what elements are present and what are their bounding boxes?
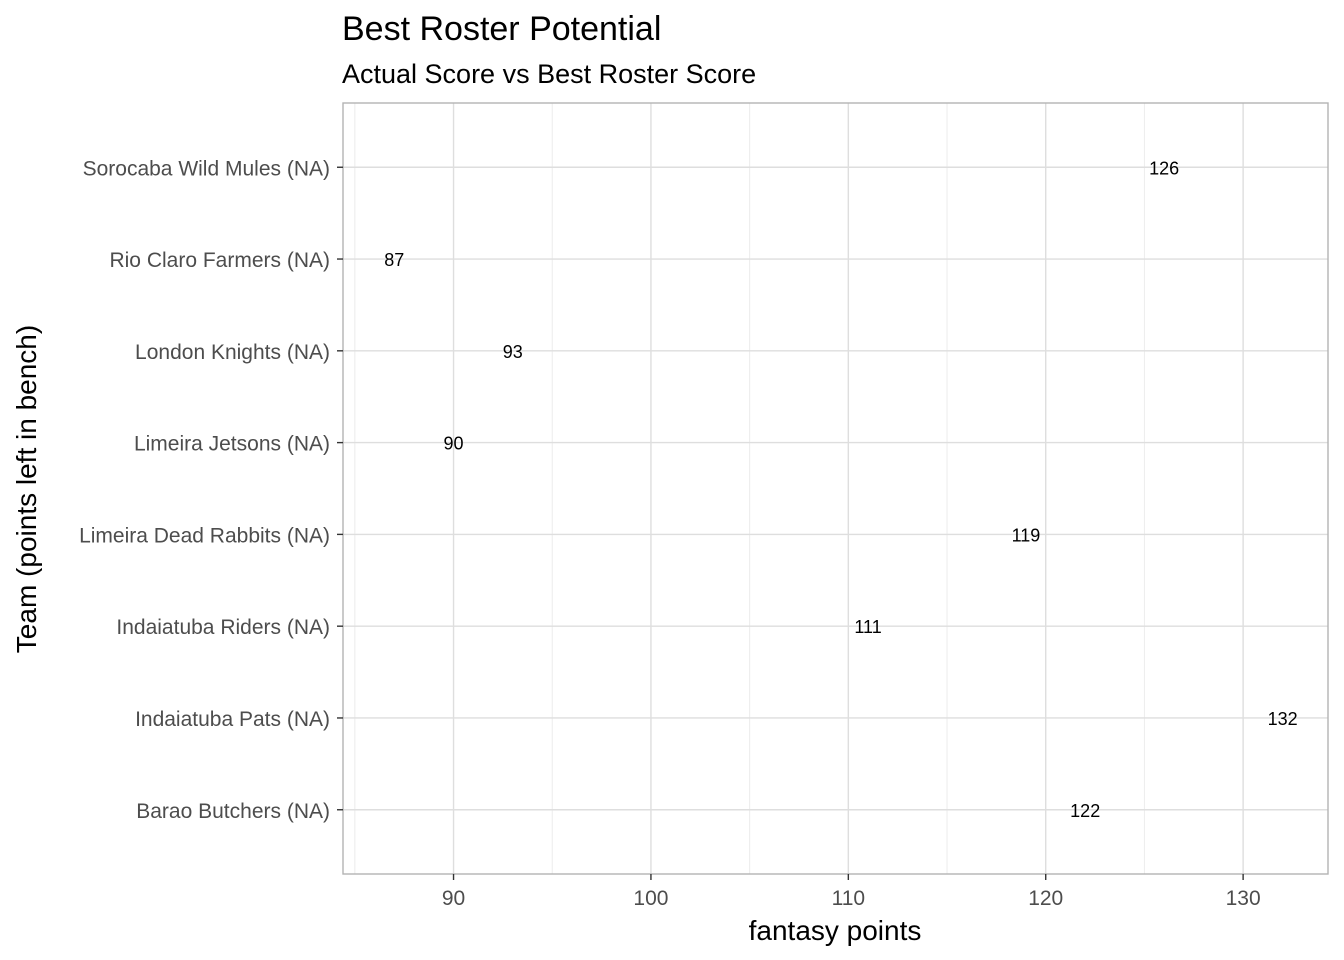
data-label: 122 xyxy=(1070,801,1100,821)
plot-panel: 90 100 110 120 130 Barao Butchers (NA) Indaiat… xyxy=(79,102,1329,910)
y-tick-label: Indaiatuba Riders (NA) xyxy=(116,616,330,639)
y-tick-label: Barao Butchers (NA) xyxy=(136,800,330,823)
x-tick-label: 100 xyxy=(633,887,668,910)
data-label: 90 xyxy=(444,434,464,454)
y-tick-label: Limeira Jetsons (NA) xyxy=(134,433,330,456)
chart-title: Best Roster Potential xyxy=(342,10,661,48)
x-tick-label: 130 xyxy=(1226,887,1261,910)
y-axis-label: Team (points left in bench) xyxy=(11,325,42,653)
y-tick-label: Sorocaba Wild Mules (NA) xyxy=(83,157,330,180)
y-tick-label: Indaiatuba Pats (NA) xyxy=(135,708,330,731)
y-tick-label: Rio Claro Farmers (NA) xyxy=(109,249,330,272)
x-tick-label: 120 xyxy=(1028,887,1063,910)
data-label: 111 xyxy=(854,617,881,637)
x-tick-label: 110 xyxy=(832,887,865,910)
data-label: 126 xyxy=(1149,158,1179,178)
y-tick-label: London Knights (NA) xyxy=(135,341,330,364)
chart-subtitle: Actual Score vs Best Roster Score xyxy=(342,59,756,89)
data-label: 93 xyxy=(503,342,523,362)
panel-border xyxy=(342,102,1329,875)
data-label: 132 xyxy=(1268,709,1298,729)
data-label: 119 xyxy=(1012,525,1041,545)
x-tick-label: 90 xyxy=(442,887,465,910)
x-axis-label: fantasy points xyxy=(749,915,922,946)
data-label: 87 xyxy=(384,250,404,270)
y-tick-label: Limeira Dead Rabbits (NA) xyxy=(79,524,330,547)
